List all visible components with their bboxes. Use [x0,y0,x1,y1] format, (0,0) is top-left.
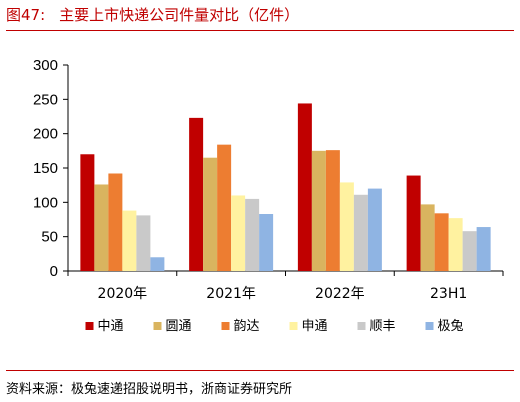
x-category-label: 2022年 [315,286,365,302]
bar [420,204,435,271]
chart-bars [80,103,491,271]
bar [150,257,165,271]
y-tick-label: 200 [33,126,58,143]
y-tick-label: 50 [41,229,58,246]
y-tick-label: 300 [33,57,58,74]
bar [94,184,109,271]
legend-label: 顺丰 [370,319,396,334]
legend-label: 圆通 [166,319,192,334]
bar [189,117,204,271]
bar [339,182,354,271]
bar [259,214,274,271]
bar [231,195,246,271]
bar [325,150,340,271]
y-tick-label: 250 [33,91,58,108]
chart-labels: 0 50 100 150 200 250 300 2020年 2021年 2022年 23H1 [33,57,467,302]
legend-swatch [221,322,230,330]
legend-label: 韵达 [234,319,260,334]
bar [203,157,218,271]
bar [434,213,449,271]
x-category-label: 2021年 [206,286,256,302]
legend-swatch [425,322,434,330]
source-note: 资料来源：极兔速递招股说明书，浙商证券研究所 [6,382,293,397]
bar [122,210,137,271]
bar [406,175,421,271]
bar [80,154,95,271]
bar [353,194,368,271]
bar [297,103,312,271]
bar [217,144,232,271]
legend-label: 申通 [302,319,328,334]
legend-label: 中通 [98,319,124,334]
figure-number: 图47: [6,6,46,24]
bar [476,227,491,271]
bar [367,188,382,271]
legend-label: 极兔 [438,319,464,334]
bar [245,198,260,271]
bar [136,215,151,271]
bar [462,231,477,271]
bar [448,218,463,271]
figure-title-text: 主要上市快递公司件量对比（亿件） [59,6,300,24]
legend-swatch [153,322,162,330]
y-tick-label: 100 [33,194,58,211]
y-tick-label: 150 [33,160,58,177]
chart-legend: 中通 圆通 韵达 申通 顺丰 极兔 [85,319,464,334]
x-category-label: 2020年 [98,286,148,302]
bar [311,150,326,271]
legend-swatch [357,322,366,330]
x-category-label: 23H1 [430,286,467,302]
figure-title: 图47: 主要上市快递公司件量对比（亿件） [6,4,299,25]
top-rule [6,30,514,31]
bottom-rule [6,370,514,371]
legend-swatch [85,322,94,330]
y-tick-label: 0 [50,263,58,280]
bar [108,173,123,271]
legend-swatch [289,322,298,330]
